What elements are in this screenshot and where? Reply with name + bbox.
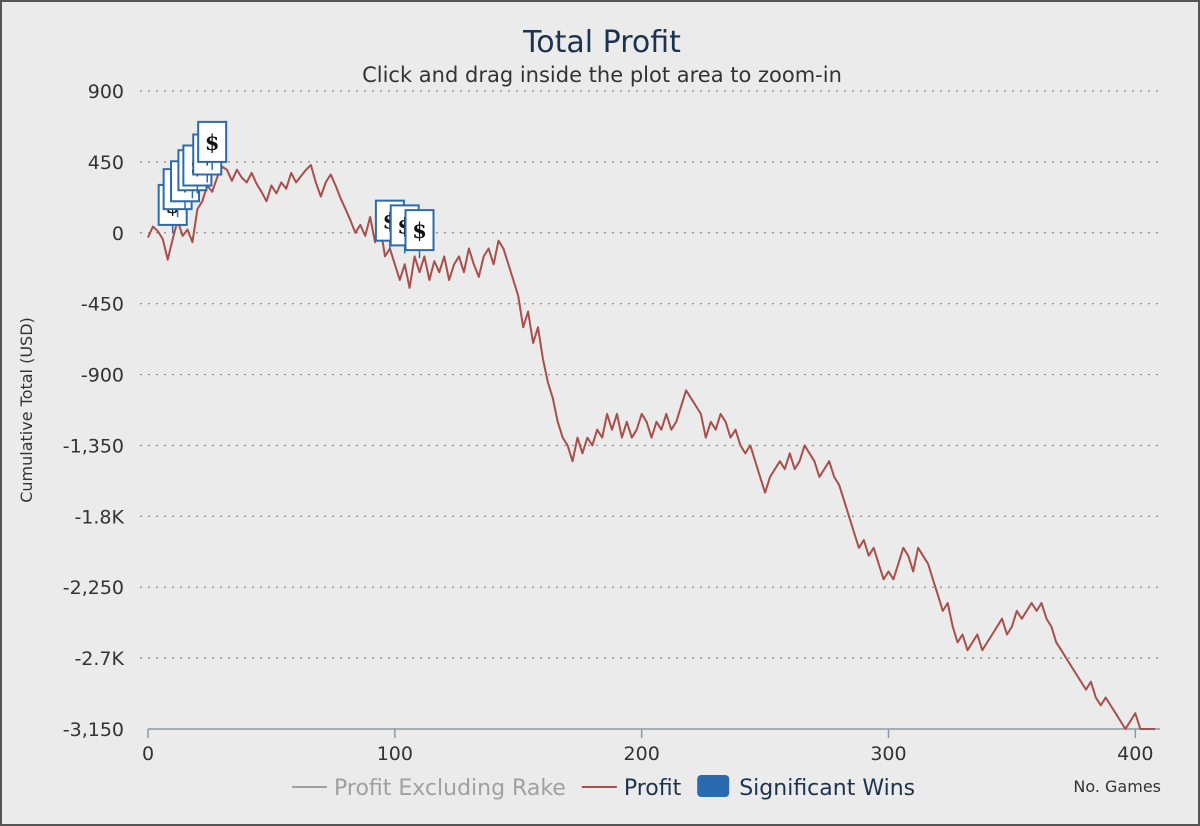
y-tick-label: 900 xyxy=(88,81,124,103)
legend-label[interactable]: Significant Wins xyxy=(739,776,915,801)
legend-item[interactable]: Profit Excluding Rake xyxy=(292,776,566,801)
y-tick-label: -2.7K xyxy=(74,648,124,670)
x-tick-label: 100 xyxy=(377,743,413,765)
y-axis-label: Cumulative Total (USD) xyxy=(17,317,36,503)
x-tick-label: 200 xyxy=(624,743,660,765)
significant-win-flag[interactable]: $ xyxy=(404,209,435,259)
legend-item[interactable]: Significant Wins xyxy=(697,775,915,801)
significant-wins-flags[interactable]: $$$$$$$$$$ xyxy=(157,120,435,259)
legend-item[interactable]: Profit xyxy=(581,776,682,801)
y-tick-label: -3,150 xyxy=(63,719,124,741)
y-tick-label: -1.8K xyxy=(74,506,124,528)
x-axis-label: No. Games xyxy=(1073,777,1161,796)
x-tick-label: 300 xyxy=(870,743,906,765)
x-tick-label: 0 xyxy=(142,743,154,765)
legend-box-marker xyxy=(697,775,730,797)
y-tick-label: -2,250 xyxy=(63,577,124,599)
y-tick-label: -1,350 xyxy=(63,435,124,457)
profit-series-line[interactable] xyxy=(147,164,1156,730)
legend-label[interactable]: Profit xyxy=(624,776,682,801)
legend-label[interactable]: Profit Excluding Rake xyxy=(334,776,566,801)
y-tick-label: 0 xyxy=(112,223,124,245)
chart-title: Total Profit xyxy=(522,25,681,60)
x-tick-label: 400 xyxy=(1117,743,1153,765)
x-axis-ticks: 0 100 200 300 400 xyxy=(142,729,1153,765)
legend[interactable]: Profit Excluding Rake Profit Significant W… xyxy=(292,775,915,801)
series-layer[interactable] xyxy=(147,164,1156,730)
gridlines xyxy=(140,90,1160,730)
dollar-icon: $ xyxy=(412,218,427,243)
significant-win-flag[interactable]: $ xyxy=(197,120,228,170)
y-axis-ticks: 900 450 0 -450 -900 -1,350 -1.8K -2,250 -2.7K -3,… xyxy=(63,81,125,741)
y-tick-label: -450 xyxy=(81,294,124,316)
dollar-icon: $ xyxy=(205,130,220,155)
chart-subtitle: Click and drag inside the plot area to z… xyxy=(362,63,842,87)
y-tick-label: 450 xyxy=(88,152,124,174)
y-tick-label: -900 xyxy=(81,365,124,387)
